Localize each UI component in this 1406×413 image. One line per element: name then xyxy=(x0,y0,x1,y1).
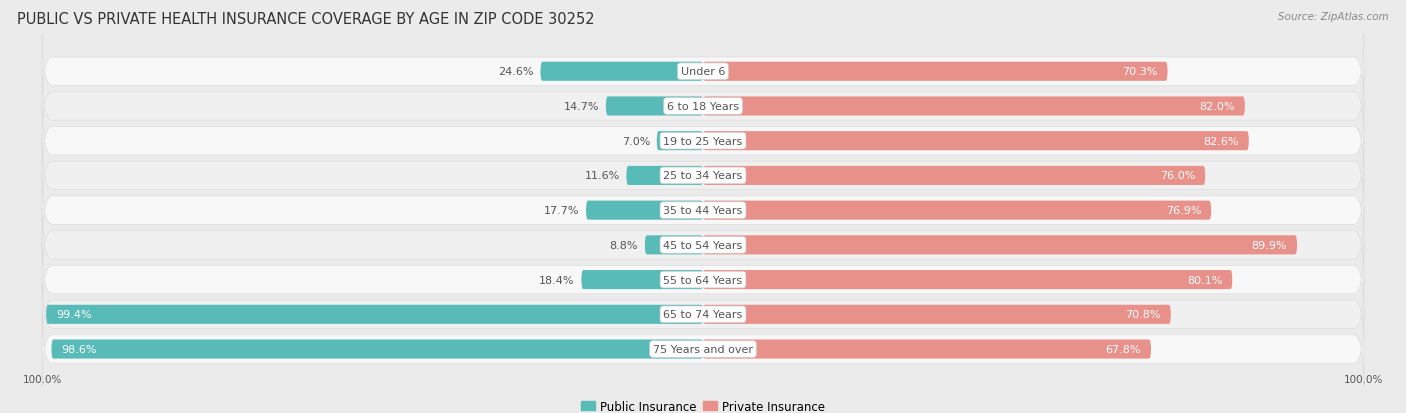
Text: 67.8%: 67.8% xyxy=(1105,344,1142,354)
FancyBboxPatch shape xyxy=(703,62,1167,82)
Text: 75 Years and over: 75 Years and over xyxy=(652,344,754,354)
Text: 17.7%: 17.7% xyxy=(544,206,579,216)
FancyBboxPatch shape xyxy=(42,277,1364,352)
Text: 8.8%: 8.8% xyxy=(610,240,638,250)
FancyBboxPatch shape xyxy=(42,69,1364,145)
Text: 18.4%: 18.4% xyxy=(540,275,575,285)
Text: 25 to 34 Years: 25 to 34 Years xyxy=(664,171,742,181)
Text: 14.7%: 14.7% xyxy=(564,102,599,112)
Text: 82.0%: 82.0% xyxy=(1199,102,1234,112)
Text: PUBLIC VS PRIVATE HEALTH INSURANCE COVERAGE BY AGE IN ZIP CODE 30252: PUBLIC VS PRIVATE HEALTH INSURANCE COVER… xyxy=(17,12,595,27)
Text: 19 to 25 Years: 19 to 25 Years xyxy=(664,136,742,146)
Text: 80.1%: 80.1% xyxy=(1187,275,1222,285)
FancyBboxPatch shape xyxy=(703,271,1232,290)
Text: 65 to 74 Years: 65 to 74 Years xyxy=(664,310,742,320)
FancyBboxPatch shape xyxy=(42,173,1364,248)
Text: 35 to 44 Years: 35 to 44 Years xyxy=(664,206,742,216)
Text: Under 6: Under 6 xyxy=(681,67,725,77)
Text: 7.0%: 7.0% xyxy=(621,136,650,146)
FancyBboxPatch shape xyxy=(657,132,703,151)
FancyBboxPatch shape xyxy=(42,138,1364,214)
FancyBboxPatch shape xyxy=(606,97,703,116)
FancyBboxPatch shape xyxy=(645,236,703,255)
Text: Source: ZipAtlas.com: Source: ZipAtlas.com xyxy=(1278,12,1389,22)
FancyBboxPatch shape xyxy=(42,207,1364,283)
FancyBboxPatch shape xyxy=(52,339,703,359)
FancyBboxPatch shape xyxy=(586,201,703,220)
FancyBboxPatch shape xyxy=(46,305,703,324)
FancyBboxPatch shape xyxy=(703,97,1244,116)
FancyBboxPatch shape xyxy=(703,201,1211,220)
Text: 6 to 18 Years: 6 to 18 Years xyxy=(666,102,740,112)
FancyBboxPatch shape xyxy=(703,132,1249,151)
Text: 89.9%: 89.9% xyxy=(1251,240,1286,250)
Text: 45 to 54 Years: 45 to 54 Years xyxy=(664,240,742,250)
FancyBboxPatch shape xyxy=(42,242,1364,318)
FancyBboxPatch shape xyxy=(703,236,1298,255)
Text: 76.0%: 76.0% xyxy=(1160,171,1195,181)
FancyBboxPatch shape xyxy=(703,166,1205,185)
Text: 70.3%: 70.3% xyxy=(1122,67,1157,77)
Text: 70.8%: 70.8% xyxy=(1125,310,1161,320)
Text: 55 to 64 Years: 55 to 64 Years xyxy=(664,275,742,285)
FancyBboxPatch shape xyxy=(703,339,1152,359)
Text: 99.4%: 99.4% xyxy=(56,310,91,320)
Text: 24.6%: 24.6% xyxy=(498,67,534,77)
FancyBboxPatch shape xyxy=(582,271,703,290)
Legend: Public Insurance, Private Insurance: Public Insurance, Private Insurance xyxy=(576,395,830,413)
Text: 82.6%: 82.6% xyxy=(1204,136,1239,146)
Text: 76.9%: 76.9% xyxy=(1166,206,1201,216)
FancyBboxPatch shape xyxy=(703,305,1171,324)
FancyBboxPatch shape xyxy=(42,104,1364,179)
FancyBboxPatch shape xyxy=(42,311,1364,387)
FancyBboxPatch shape xyxy=(42,34,1364,110)
Text: 98.6%: 98.6% xyxy=(62,344,97,354)
FancyBboxPatch shape xyxy=(540,62,703,82)
FancyBboxPatch shape xyxy=(626,166,703,185)
Text: 11.6%: 11.6% xyxy=(585,171,620,181)
